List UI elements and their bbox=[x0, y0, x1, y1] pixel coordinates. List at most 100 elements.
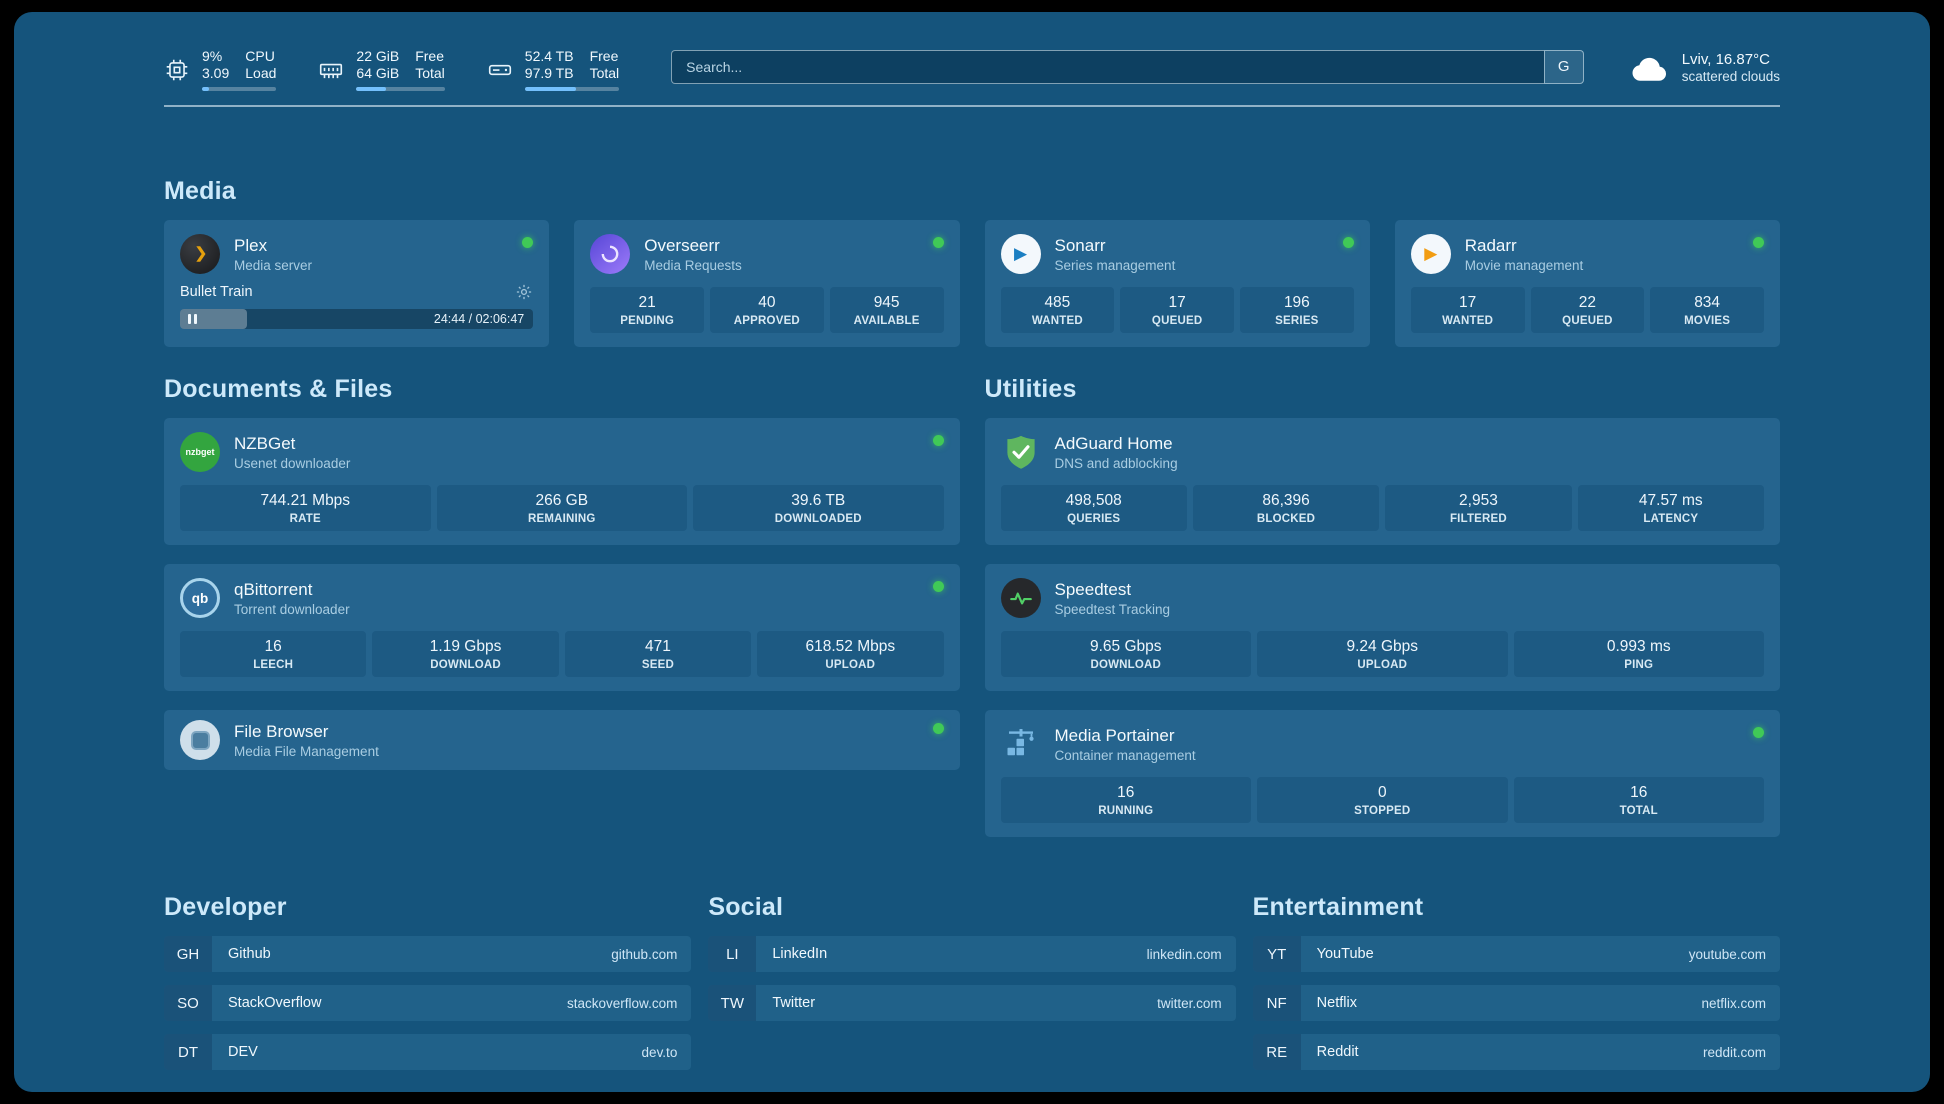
bookmark-github[interactable]: GH Github github.com bbox=[164, 936, 692, 972]
disk-labels: Free Total bbox=[590, 48, 620, 82]
app-name: qBittorrent bbox=[234, 579, 313, 599]
settings-gear-icon[interactable] bbox=[515, 283, 533, 301]
status-online-dot bbox=[1753, 727, 1764, 738]
bookmark-name: Reddit bbox=[1316, 1044, 1359, 1060]
status-online-dot bbox=[932, 723, 944, 734]
stat-box: 498,508 QUERIES bbox=[1000, 485, 1187, 531]
stat-box: 86,396 BLOCKED bbox=[1192, 485, 1380, 531]
cpu-progress-fill bbox=[202, 87, 209, 91]
header-divider bbox=[164, 105, 1780, 107]
app-subtitle: Movie management bbox=[1464, 257, 1584, 273]
cpu-label-top: CPU bbox=[245, 48, 275, 64]
ram-label-bottom: Total bbox=[415, 65, 445, 81]
stat-box: 471 SEED bbox=[564, 631, 752, 677]
app-name: Radarr bbox=[1464, 235, 1517, 255]
status-online-dot bbox=[522, 237, 534, 248]
bookmark-group-social: Social LI LinkedIn linkedin.com TW Twitt… bbox=[708, 893, 1236, 1083]
documents-column: Documents & Files nzbget NZBGet Usenet d… bbox=[164, 375, 960, 770]
app-name: Plex bbox=[234, 235, 268, 255]
ram-progress-track bbox=[356, 87, 445, 91]
stat-box: 16 TOTAL bbox=[1513, 777, 1764, 823]
app-card-filebrowser[interactable]: File Browser Media File Management bbox=[164, 710, 960, 770]
ram-labels: Free Total bbox=[415, 48, 445, 82]
bookmark-reddit[interactable]: RE Reddit reddit.com bbox=[1252, 1034, 1780, 1070]
app-name: File Browser bbox=[234, 721, 329, 741]
search-provider-button[interactable]: G bbox=[1543, 49, 1584, 84]
section-title-social: Social bbox=[708, 893, 784, 921]
search-input[interactable] bbox=[671, 49, 1544, 84]
bookmark-netflix[interactable]: NF Netflix netflix.com bbox=[1252, 985, 1780, 1021]
stat-box: 0 STOPPED bbox=[1257, 777, 1508, 823]
qbittorrent-icon: qb bbox=[180, 578, 220, 618]
overseerr-icon bbox=[590, 234, 631, 274]
ram-progress-fill bbox=[356, 87, 387, 91]
dashboard: 9% 3.09 CPU Load 22 GiB bbox=[14, 12, 1930, 1092]
weather-widget: Lviv, 16.87°C scattered clouds bbox=[1630, 51, 1780, 84]
stat-box: 618.52 Mbps UPLOAD bbox=[757, 631, 944, 677]
app-subtitle: Media File Management bbox=[234, 743, 379, 759]
app-card-plex[interactable]: Plex Media server Bullet Train 24:44 / 0… bbox=[164, 220, 550, 347]
bookmark-url: dev.to bbox=[641, 1044, 678, 1060]
nzbget-icon: nzbget bbox=[180, 432, 220, 472]
stat-box: 47.57 ms LATENCY bbox=[1577, 485, 1764, 531]
app-subtitle: Usenet downloader bbox=[234, 455, 351, 471]
bookmark-url: twitter.com bbox=[1157, 995, 1222, 1011]
section-title-developer: Developer bbox=[164, 893, 287, 921]
app-name: NZBGet bbox=[234, 433, 296, 453]
status-online-dot bbox=[932, 237, 944, 248]
stat-box: 0.993 ms PING bbox=[1513, 631, 1764, 677]
app-card-portainer[interactable]: Media Portainer Container management 16 R… bbox=[984, 710, 1780, 837]
radarr-icon: ▶ bbox=[1410, 234, 1451, 274]
disk-label-bottom: Total bbox=[589, 65, 620, 81]
stat-box: 266 GB REMAINING bbox=[436, 485, 687, 531]
app-card-radarr[interactable]: ▶ Radarr Movie management 17 WANTED 22 QUE… bbox=[1394, 220, 1780, 347]
ram-total: 64 GiB bbox=[356, 65, 400, 81]
stat-box: 40 APPROVED bbox=[710, 287, 824, 333]
cloud-icon bbox=[1632, 57, 1666, 81]
stat-box: 945 AVAILABLE bbox=[829, 287, 944, 333]
bookmark-twitter[interactable]: TW Twitter twitter.com bbox=[708, 985, 1236, 1021]
stat-box: 22 QUEUED bbox=[1530, 287, 1645, 333]
stat-box: 9.24 Gbps UPLOAD bbox=[1257, 631, 1508, 677]
bookmark-url: linkedin.com bbox=[1146, 946, 1222, 962]
app-name: AdGuard Home bbox=[1054, 433, 1173, 453]
weather-condition: scattered clouds bbox=[1681, 69, 1780, 84]
stat-box: 196 SERIES bbox=[1240, 287, 1354, 333]
utilities-column: Utilities AdGuard Home DNS and adblockin… bbox=[984, 375, 1780, 837]
bookmark-abbr: TW bbox=[708, 985, 757, 1021]
bookmark-stackoverflow[interactable]: SO StackOverflow stackoverflow.com bbox=[164, 985, 692, 1021]
top-bar: 9% 3.09 CPU Load 22 GiB bbox=[164, 12, 1780, 91]
app-name: Speedtest bbox=[1054, 579, 1132, 599]
stat-box: 744.21 Mbps RATE bbox=[180, 485, 431, 531]
disk-progress-fill bbox=[524, 87, 576, 91]
bookmark-linkedin[interactable]: LI LinkedIn linkedin.com bbox=[708, 936, 1236, 972]
stat-box: 9.65 Gbps DOWNLOAD bbox=[1000, 631, 1251, 677]
bookmark-name: LinkedIn bbox=[772, 946, 828, 962]
cpu-progress-track bbox=[202, 87, 277, 91]
app-card-overseerr[interactable]: Overseerr Media Requests 21 PENDING 40 APP… bbox=[574, 220, 960, 347]
section-title-documents: Documents & Files bbox=[164, 375, 393, 403]
disk-usage-widget: 52.4 TB 97.9 TB Free Total bbox=[487, 48, 620, 91]
bookmark-name: YouTube bbox=[1316, 946, 1374, 962]
speedtest-icon bbox=[1000, 578, 1041, 618]
stat-box: 17 QUEUED bbox=[1120, 287, 1234, 333]
app-name: Sonarr bbox=[1054, 235, 1106, 255]
ram-usage-widget: 22 GiB 64 GiB Free Total bbox=[318, 48, 445, 91]
media-grid: Plex Media server Bullet Train 24:44 / 0… bbox=[164, 220, 1780, 347]
pause-icon[interactable] bbox=[188, 314, 197, 324]
bookmark-abbr: YT bbox=[1252, 936, 1301, 972]
app-card-nzbget[interactable]: nzbget NZBGet Usenet downloader 744.21 M… bbox=[164, 418, 960, 545]
app-card-adguard[interactable]: AdGuard Home DNS and adblocking 498,508 Q… bbox=[984, 418, 1780, 545]
app-card-qbittorrent[interactable]: qb qBittorrent Torrent downloader 16 LEEC… bbox=[164, 564, 960, 691]
disk-values: 52.4 TB 97.9 TB bbox=[525, 48, 574, 82]
app-card-speedtest[interactable]: Speedtest Speedtest Tracking 9.65 Gbps DO… bbox=[984, 564, 1780, 691]
app-subtitle: Torrent downloader bbox=[234, 601, 350, 617]
app-card-sonarr[interactable]: ▶ Sonarr Series management 485 WANTED 17 Q… bbox=[984, 220, 1370, 347]
bookmark-youtube[interactable]: YT YouTube youtube.com bbox=[1252, 936, 1780, 972]
bookmark-abbr: NF bbox=[1252, 985, 1301, 1021]
app-subtitle: Speedtest Tracking bbox=[1054, 601, 1171, 617]
bookmark-abbr: GH bbox=[164, 936, 212, 972]
playback-progress-bar[interactable]: 24:44 / 02:06:47 bbox=[180, 309, 534, 329]
bookmark-dev[interactable]: DT DEV dev.to bbox=[164, 1034, 692, 1070]
bookmark-group-entertainment: Entertainment YT YouTube youtube.com NF … bbox=[1252, 893, 1780, 1083]
